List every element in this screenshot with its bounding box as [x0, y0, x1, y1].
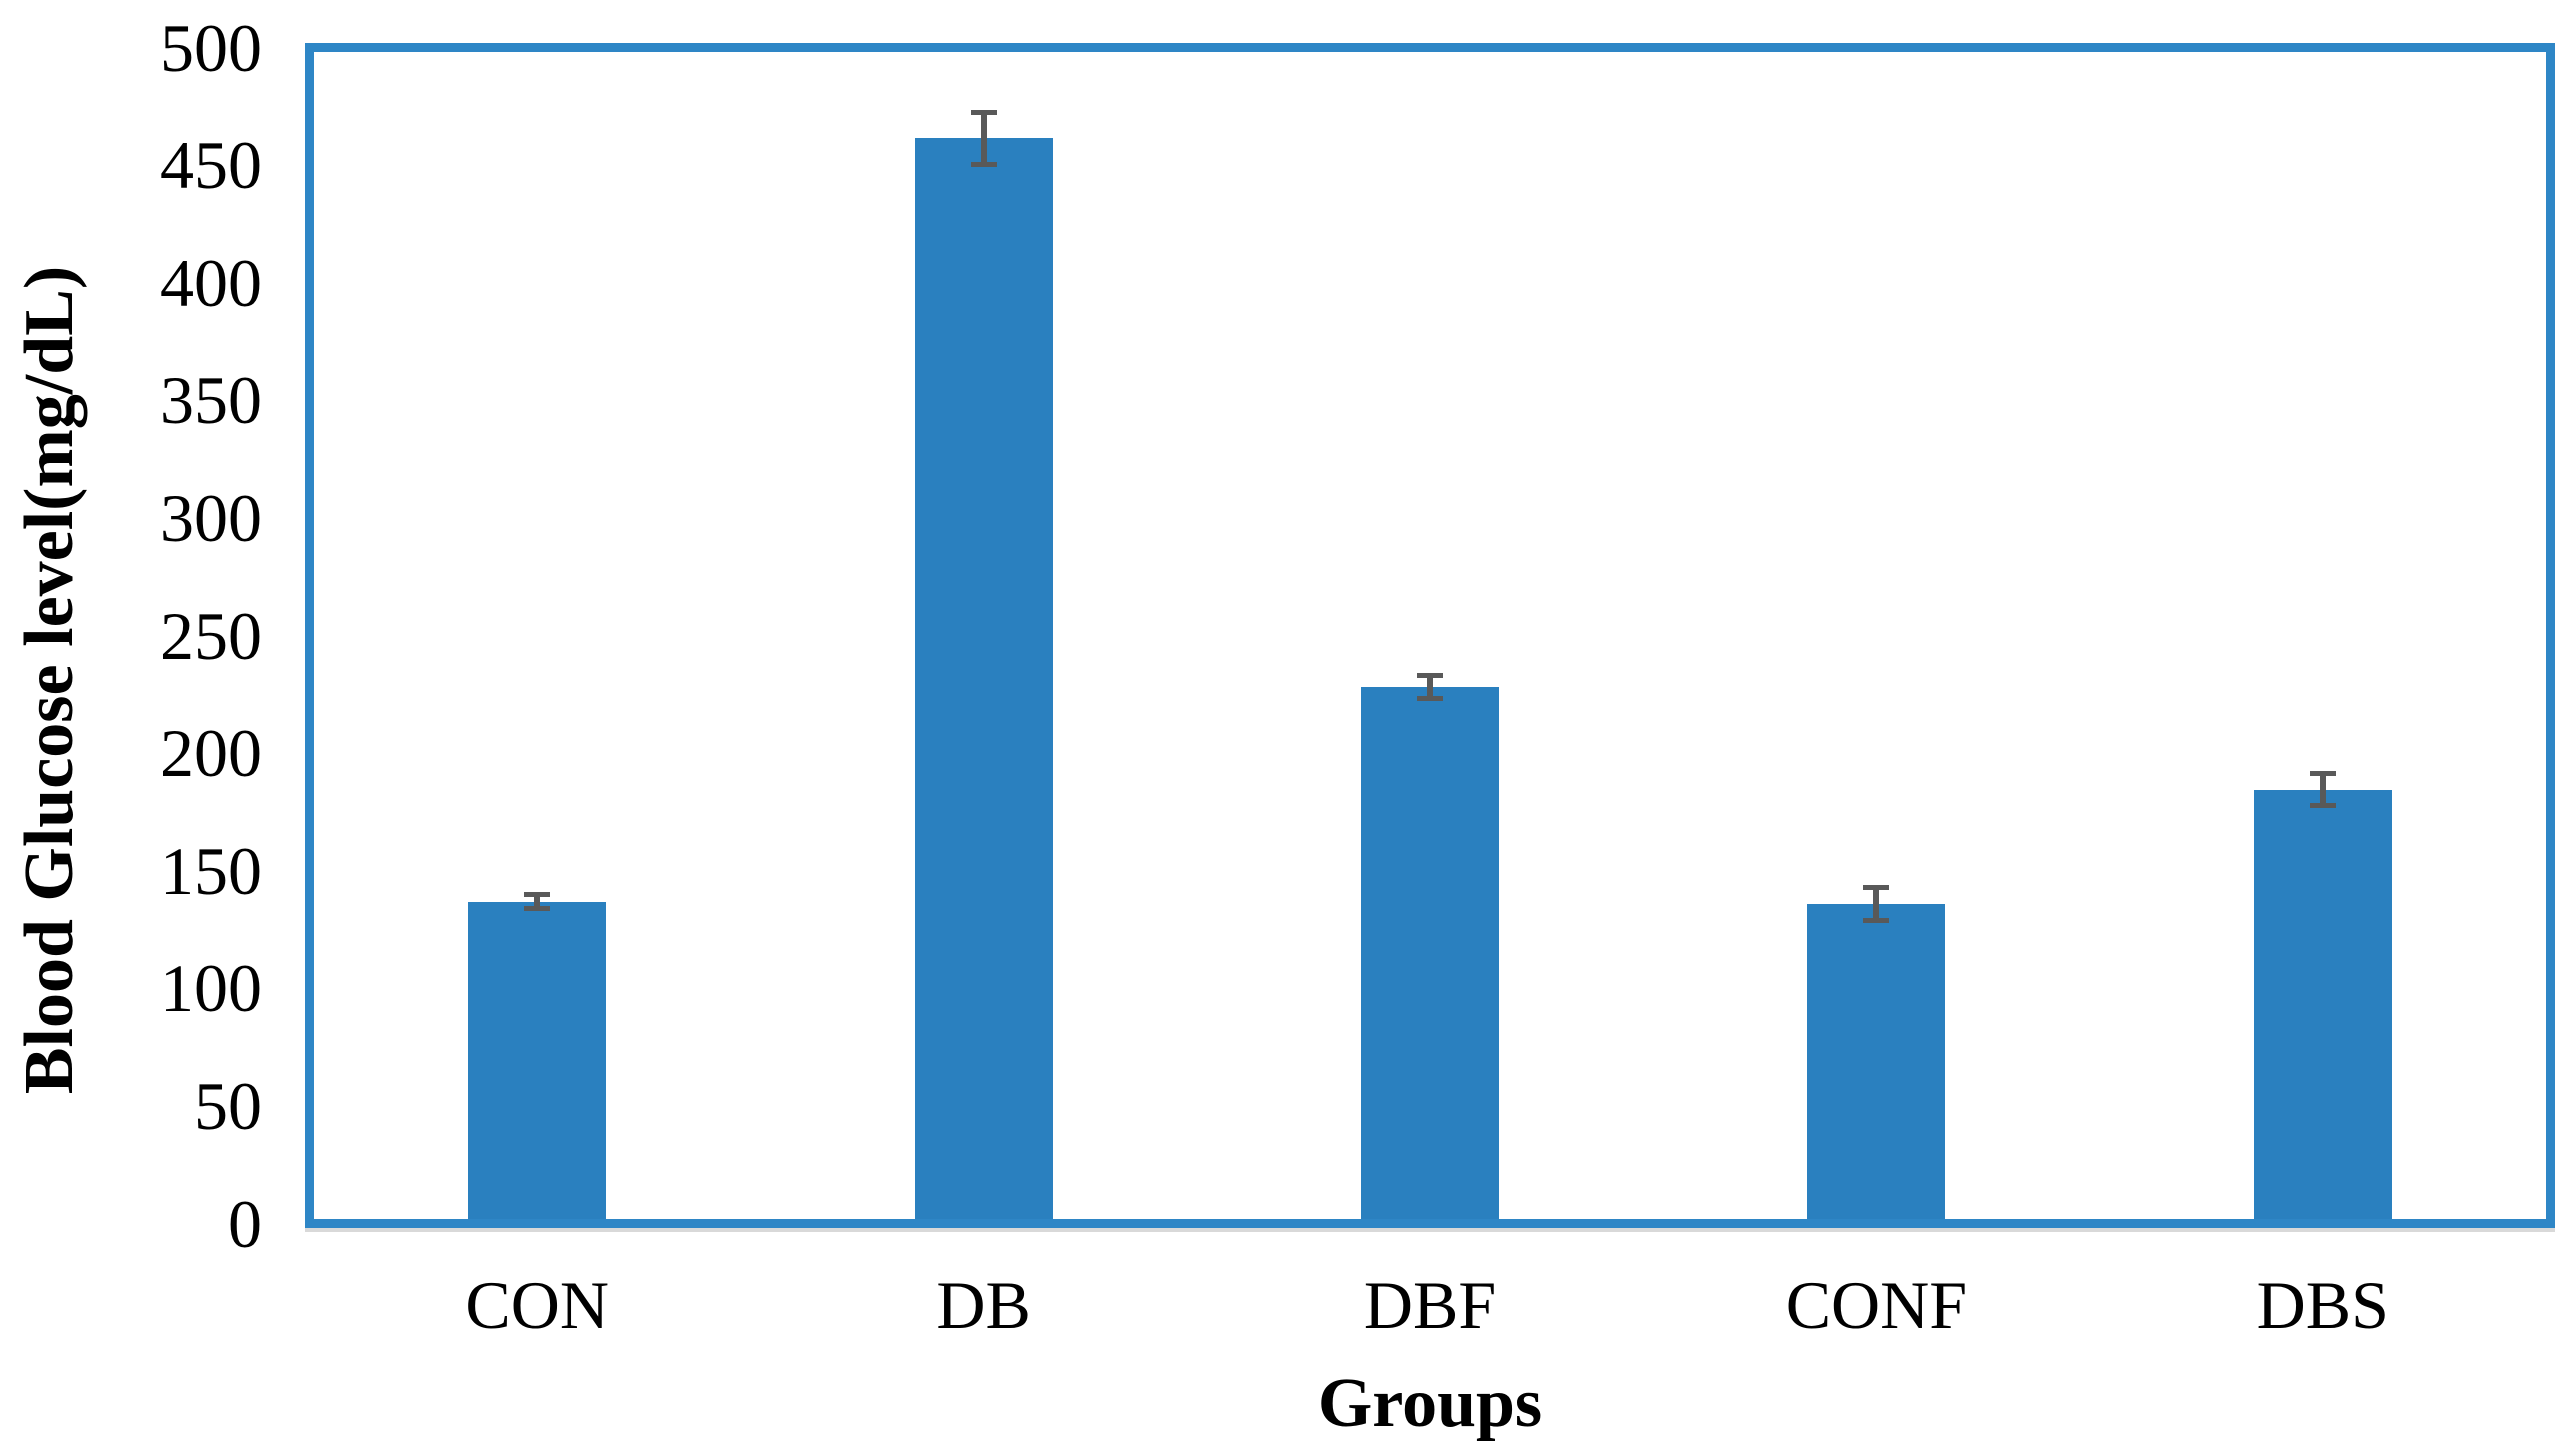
error-bar-line-con	[534, 894, 541, 909]
x-tick-label-db: DB	[936, 1267, 1031, 1343]
x-axis-title: Groups	[1317, 1365, 1543, 1442]
error-bar-line-dbs	[2319, 773, 2326, 806]
error-bar-cap-top-dbs	[2309, 770, 2336, 776]
plot-area	[305, 43, 2555, 1228]
error-bar-cap-bottom-dbf	[1417, 696, 1443, 702]
error-bar-cap-top-db	[970, 110, 997, 116]
y-tick-label-200: 200	[160, 715, 262, 792]
y-tick-label-150: 150	[160, 832, 262, 909]
bar-dbf	[1361, 686, 1499, 1219]
y-tick-label-250: 250	[160, 597, 262, 674]
y-tick-label-400: 400	[160, 244, 262, 321]
error-bar-cap-top-con	[524, 892, 551, 898]
error-bar-cap-bottom-con	[524, 906, 551, 912]
y-tick-label-100: 100	[160, 950, 262, 1027]
error-bar-cap-bottom-conf	[1863, 917, 1890, 923]
y-tick-label-450: 450	[160, 127, 262, 204]
error-bar-line-dbf	[1427, 675, 1433, 699]
x-tick-label-conf: CONF	[1785, 1267, 1968, 1343]
bar-dbs	[2253, 789, 2392, 1219]
error-bar-cap-top-dbf	[1417, 672, 1443, 678]
bar-conf	[1807, 903, 1946, 1219]
x-axis-line	[305, 1228, 2555, 1232]
y-tick-label-50: 50	[194, 1067, 262, 1144]
y-tick-label-300: 300	[160, 479, 262, 556]
bar-db	[914, 138, 1053, 1219]
x-tick-label-dbf: DBF	[1363, 1267, 1497, 1343]
error-bar-cap-top-conf	[1863, 885, 1890, 891]
bar-con	[468, 901, 607, 1219]
error-bar-line-db	[980, 112, 987, 165]
y-tick-label-350: 350	[160, 362, 262, 439]
y-tick-label-0: 0	[228, 1185, 262, 1262]
x-tick-label-dbs: DBS	[2256, 1267, 2389, 1343]
y-tick-label-500: 500	[160, 9, 262, 86]
error-bar-cap-bottom-db	[970, 161, 997, 167]
error-bar-line-conf	[1873, 887, 1880, 921]
x-tick-label-con: CON	[465, 1267, 609, 1343]
error-bar-cap-bottom-dbs	[2309, 803, 2336, 809]
